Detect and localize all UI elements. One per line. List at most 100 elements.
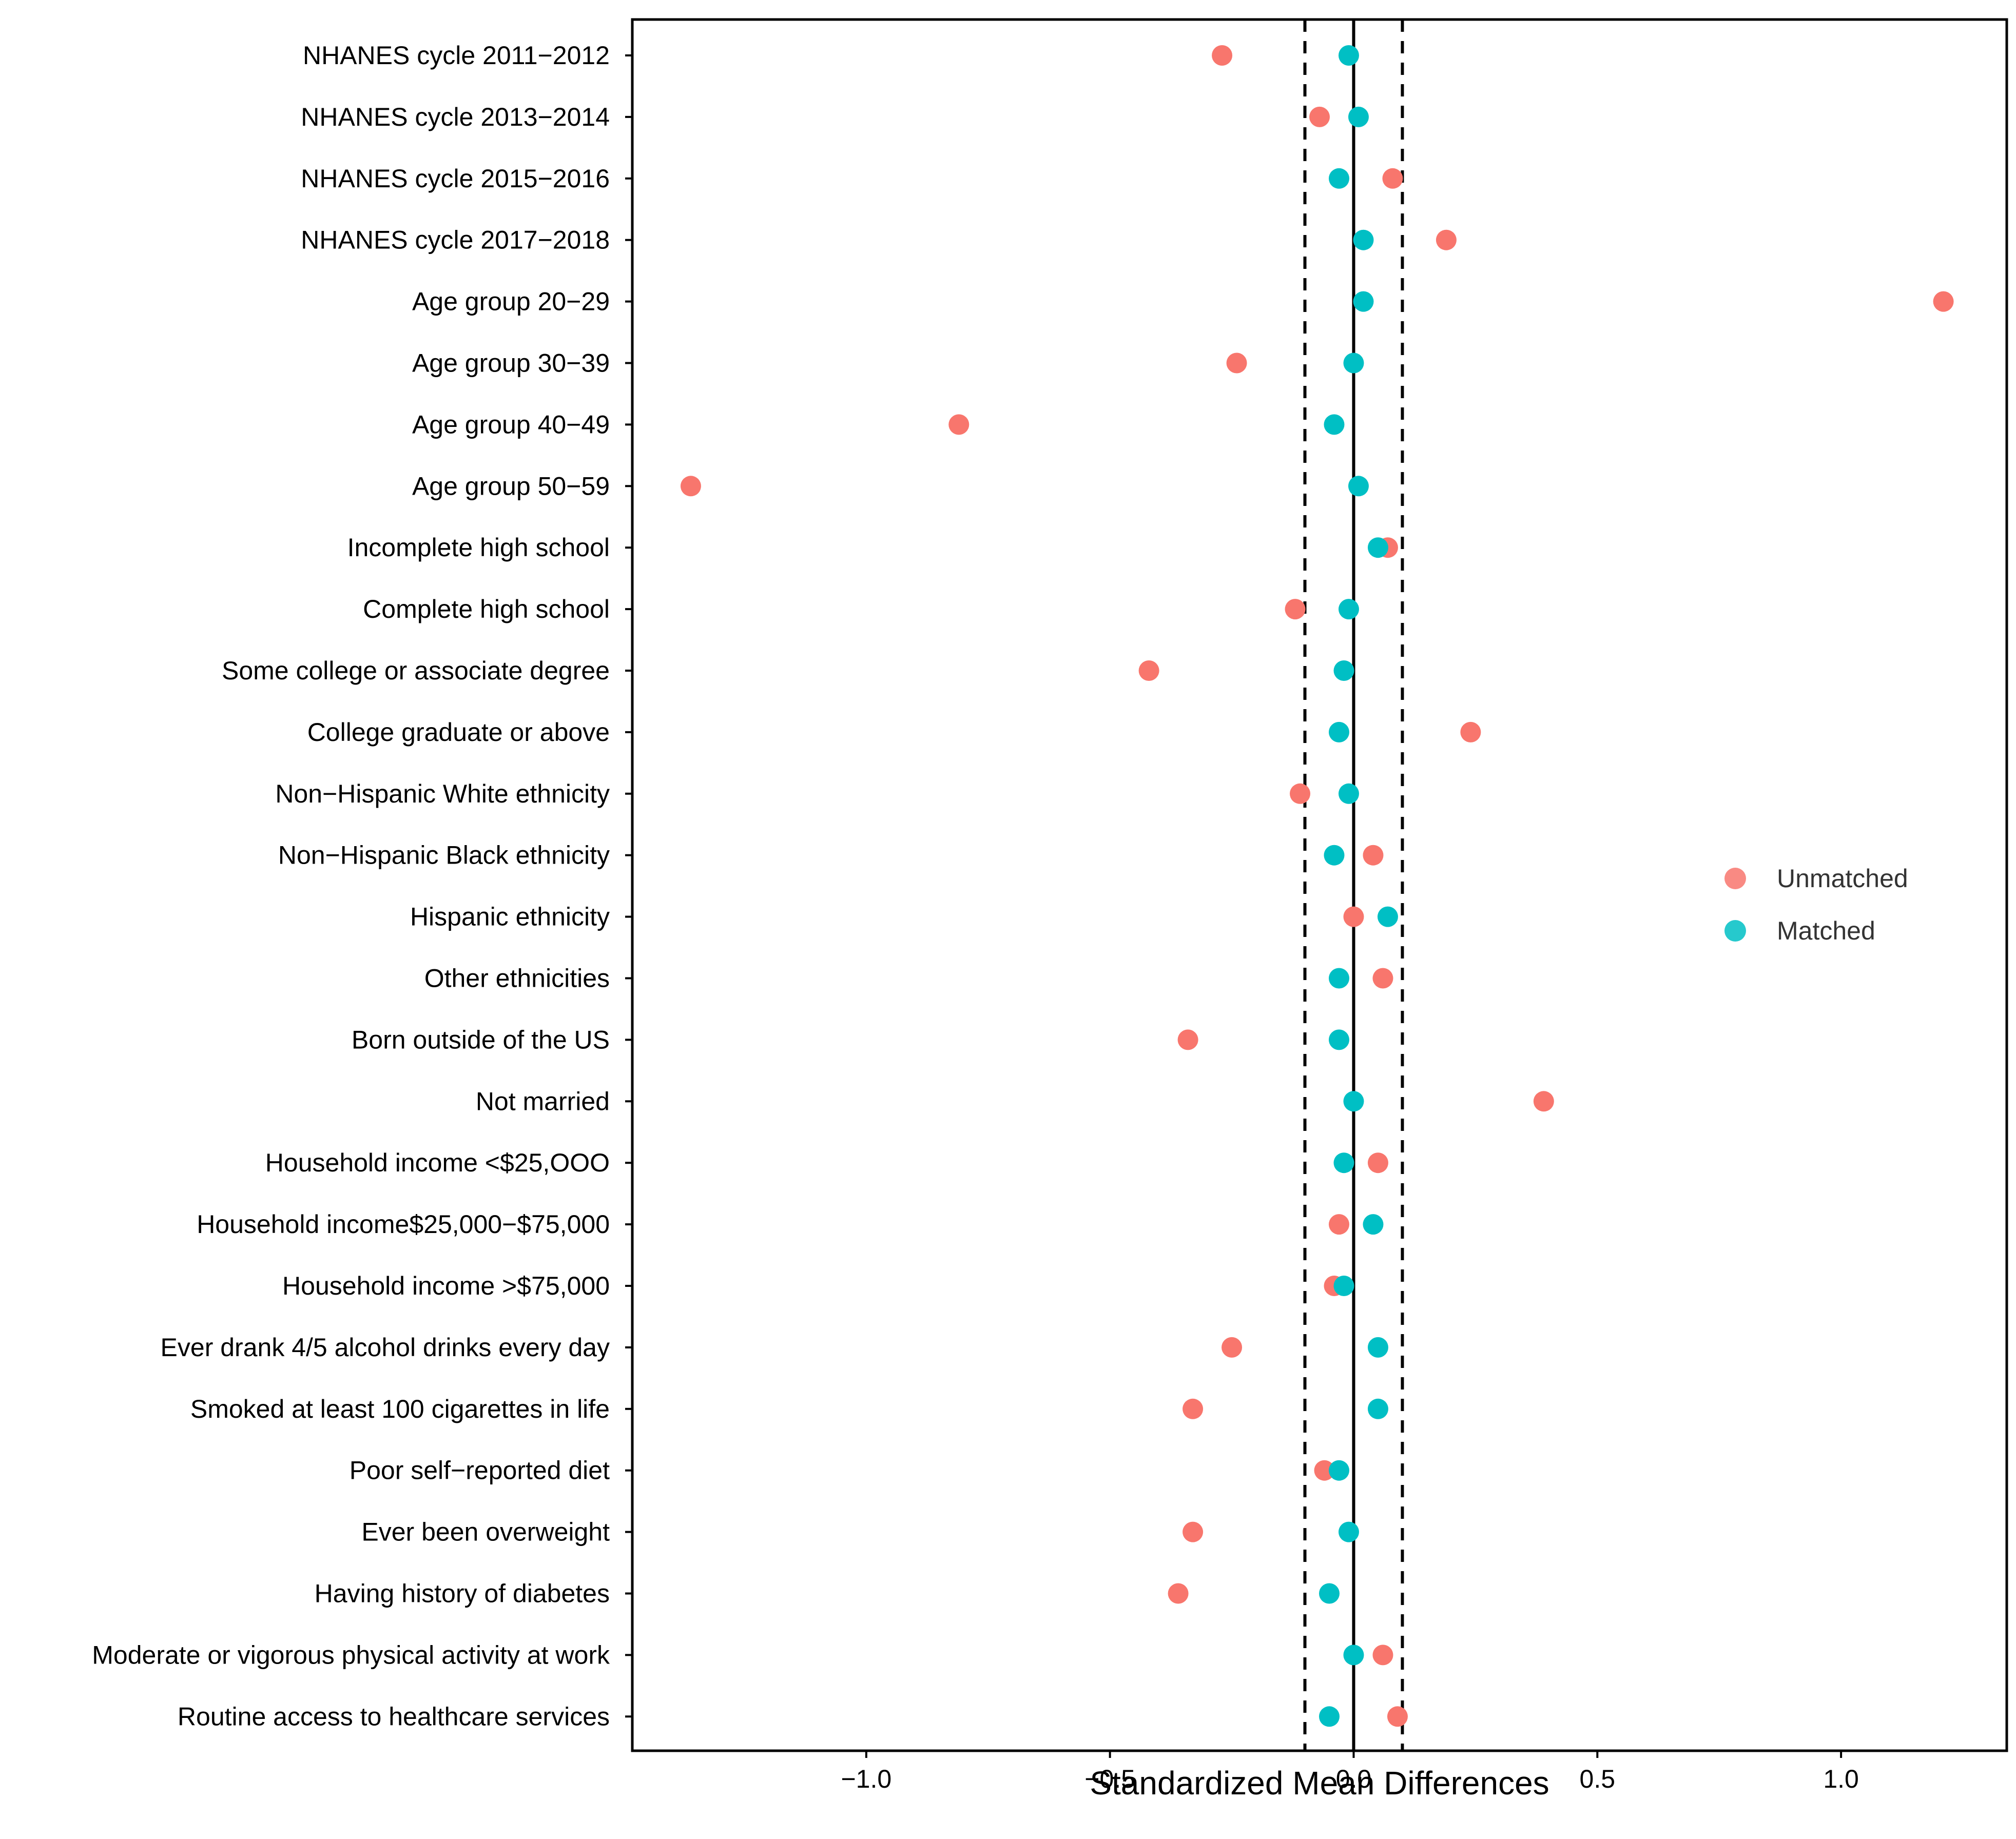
unmatched-point: [1372, 968, 1393, 989]
matched-point: [1328, 721, 1349, 742]
y-tick-label: Some college or associate degree: [222, 656, 610, 685]
unmatched-point: [1363, 845, 1384, 866]
unmatched-point: [948, 414, 970, 435]
unmatched-point: [1138, 660, 1159, 681]
unmatched-point: [1367, 1152, 1388, 1173]
matched-point: [1343, 1091, 1364, 1112]
matched-point: [1324, 845, 1345, 866]
matched-point: [1328, 1029, 1349, 1050]
y-tick-label: Having history of diabetes: [315, 1579, 610, 1608]
y-tick-label: Age group 40−49: [412, 410, 610, 439]
y-tick-label: College graduate or above: [307, 718, 610, 747]
matched-point: [1343, 353, 1364, 374]
y-tick-label: Age group 20−29: [412, 287, 610, 316]
y-tick-label: Household income >$75,000: [282, 1271, 610, 1300]
unmatched-point: [1533, 1091, 1554, 1112]
y-tick-label: Routine access to healthcare services: [178, 1702, 610, 1731]
matched-point: [1328, 968, 1349, 989]
y-tick-label: Ever been overweight: [361, 1518, 610, 1547]
y-tick-label: NHANES cycle 2015−2016: [301, 164, 610, 193]
matched-point: [1377, 906, 1398, 927]
matched-point: [1367, 537, 1388, 558]
y-tick-label: Complete high school: [363, 595, 610, 623]
unmatched-point: [680, 476, 701, 497]
legend-label-unmatched: Unmatched: [1777, 864, 1908, 893]
y-tick-label: Born outside of the US: [352, 1025, 610, 1054]
unmatched-point: [1226, 353, 1247, 374]
y-tick-label: Moderate or vigorous physical activity a…: [92, 1640, 610, 1669]
unmatched-point: [1177, 1029, 1198, 1050]
y-tick-label: Hispanic ethnicity: [410, 903, 610, 931]
y-tick-label: NHANES cycle 2011−2012: [303, 41, 610, 70]
reference-lines: [1303, 19, 1404, 1751]
unmatched-point: [1183, 1398, 1204, 1419]
y-tick-label: Age group 50−59: [412, 472, 610, 500]
unmatched-point: [1212, 45, 1233, 66]
matched-point: [1333, 1152, 1354, 1173]
matched-point: [1367, 1398, 1388, 1419]
y-tick-label: Age group 30−39: [412, 349, 610, 378]
y-tick-label: Ever drank 4/5 alcohol drinks every day: [161, 1333, 610, 1362]
legend: Unmatched Matched: [1724, 864, 1908, 945]
unmatched-point: [1460, 721, 1481, 742]
matched-point: [1353, 229, 1374, 250]
x-axis: −1.0 −0.5 0.0 0.5 1.0: [841, 1751, 1859, 1793]
matched-point: [1338, 45, 1359, 66]
matched-point: [1324, 414, 1345, 435]
y-tick-label: Non−Hispanic Black ethnicity: [278, 841, 610, 870]
x-tick-label: −1.0: [841, 1765, 891, 1793]
unmatched-point: [1285, 599, 1306, 620]
y-tick-label: NHANES cycle 2017−2018: [301, 226, 610, 255]
x-tick-label: 0.0: [1336, 1765, 1372, 1793]
unmatched-point: [1387, 1706, 1408, 1727]
unmatched-point: [1183, 1521, 1204, 1542]
x-axis-title: Standardized Mean Differences: [1090, 1765, 1549, 1802]
unmatched-point: [1343, 906, 1364, 927]
unmatched-point: [1309, 106, 1330, 127]
matched-point: [1319, 1706, 1340, 1727]
y-tick-label: Household income$25,000−$75,000: [197, 1210, 610, 1239]
matched-point: [1367, 1337, 1388, 1358]
panel-border: [631, 18, 2008, 1752]
x-tick-label: 0.5: [1580, 1765, 1616, 1793]
y-tick-label: Incomplete high school: [347, 533, 610, 562]
matched-point: [1333, 1276, 1354, 1296]
unmatched-point: [1372, 1645, 1393, 1666]
matched-point: [1319, 1583, 1340, 1604]
y-tick-label: Non−Hispanic White ethnicity: [275, 779, 610, 808]
matched-point: [1333, 660, 1354, 681]
matched-point: [1348, 476, 1369, 497]
y-tick-label: NHANES cycle 2013−2014: [301, 103, 610, 131]
y-axis: NHANES cycle 2011−2012 NHANES cycle 2013−…: [92, 41, 632, 1731]
legend-label-matched: Matched: [1777, 916, 1875, 945]
y-tick-label: Poor self−reported diet: [350, 1456, 610, 1485]
matched-point: [1353, 291, 1374, 312]
unmatched-point: [1168, 1583, 1189, 1604]
x-tick-label: −0.5: [1084, 1765, 1135, 1793]
unmatched-point: [1328, 1214, 1349, 1235]
matched-point: [1338, 783, 1359, 804]
unmatched-point: [1933, 291, 1954, 312]
data-points: [680, 45, 1954, 1727]
y-tick-label: Not married: [476, 1087, 610, 1116]
matched-point: [1348, 106, 1369, 127]
unmatched-point: [1382, 168, 1403, 189]
y-tick-label: Other ethnicities: [424, 964, 610, 993]
legend-key-matched: [1724, 920, 1746, 942]
matched-point: [1363, 1214, 1384, 1235]
matched-point: [1338, 599, 1359, 620]
matched-point: [1328, 168, 1349, 189]
y-tick-label: Household income <$25,OOO: [265, 1148, 610, 1177]
legend-key-unmatched: [1724, 868, 1746, 889]
unmatched-point: [1290, 783, 1311, 804]
unmatched-point: [1314, 1460, 1335, 1481]
unmatched-point: [1436, 229, 1457, 250]
matched-point: [1328, 1460, 1349, 1481]
matched-point: [1343, 1645, 1364, 1666]
unmatched-point: [1222, 1337, 1243, 1358]
y-tick-label: Smoked at least 100 cigarettes in life: [190, 1395, 610, 1423]
x-tick-label: 1.0: [1823, 1765, 1859, 1793]
matched-point: [1338, 1521, 1359, 1542]
